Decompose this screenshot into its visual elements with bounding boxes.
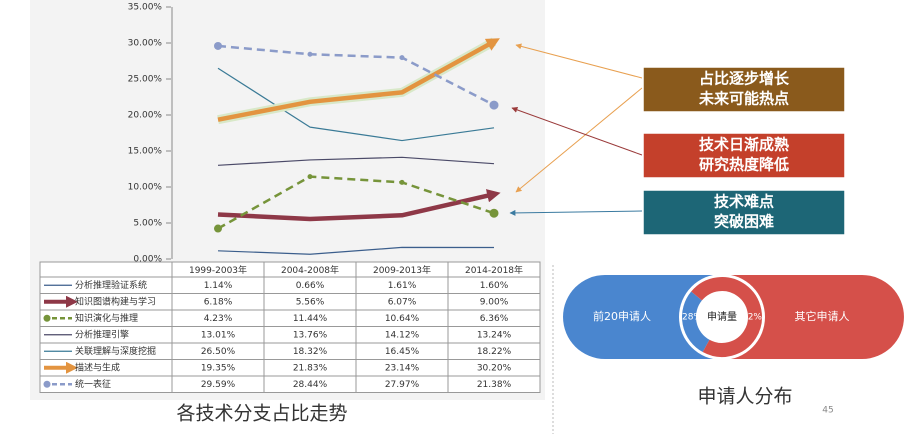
point [214, 224, 222, 233]
table-cell: 21.83% [293, 363, 328, 373]
y-tick-label: 0.00% [133, 255, 162, 265]
point [489, 100, 499, 110]
legend-label: 知识图谱构建与学习 [75, 295, 156, 307]
legend-label: 分析推理引擎 [75, 328, 129, 340]
table-cell: 1.61% [388, 281, 417, 291]
table-cell: 30.20% [477, 363, 512, 373]
table-cell: 6.07% [388, 297, 417, 307]
annotation-box [642, 132, 846, 179]
table-cell: 27.97% [385, 380, 420, 390]
page-number: 45 [822, 406, 833, 416]
x-tick-label: 2004-2008年 [281, 264, 339, 276]
annotation-arrows [509, 43, 643, 216]
table-cell: 5.56% [296, 297, 325, 307]
annotation-box [642, 66, 846, 113]
series-line [217, 189, 501, 222]
table-cell: 13.24% [477, 330, 512, 340]
table-cell: 1.60% [480, 281, 509, 291]
series-line [217, 175, 495, 230]
series-line [217, 38, 500, 122]
table-cell: 1.14% [204, 281, 233, 291]
donut-slice [691, 277, 762, 357]
capsule-right [722, 275, 904, 359]
annotation-text: 研究热度降低 [699, 156, 789, 174]
table-cell: 23.14% [385, 363, 420, 373]
series-line [217, 44, 495, 107]
table-cell: 16.45% [385, 347, 420, 357]
legend-label: 知识演化与推理 [75, 312, 138, 324]
x-tick-label: 2014-2018年 [465, 264, 523, 276]
table-body [39, 261, 541, 393]
table-cell: 28.44% [293, 380, 328, 390]
legend-label: 统一表征 [75, 378, 111, 390]
table-cell: 29.59% [201, 380, 236, 390]
y-tick-label: 5.00% [133, 219, 162, 229]
table-cell: 13.01% [201, 330, 236, 340]
value-label: 72% [742, 313, 762, 323]
annotation-text: 技术日渐成熟 [699, 136, 789, 154]
series-line [217, 156, 495, 166]
annotation-box [642, 189, 846, 236]
legend-label: 关联理解与深度挖掘 [75, 345, 156, 357]
center-label: 申请量 [707, 310, 737, 323]
table-cell: 4.23% [204, 314, 233, 324]
annotation-text: 突破困难 [714, 213, 774, 231]
point [307, 51, 313, 57]
point [399, 55, 405, 61]
table-cell: 6.36% [480, 314, 509, 324]
legend-marker [43, 314, 51, 322]
y-tick-label: 10.00% [128, 183, 163, 193]
table-cell: 6.18% [204, 297, 233, 307]
table-cell: 11.44% [293, 314, 328, 324]
table-cell: 9.00% [480, 297, 509, 307]
point [399, 179, 405, 185]
legend-label: 分析推理验证系统 [75, 279, 147, 291]
annotation-text: 未来可能热点 [698, 90, 789, 108]
y-tick-label: 15.00% [128, 147, 163, 157]
legend-label: 描述与生成 [75, 361, 120, 373]
capsule-left [563, 275, 722, 359]
value-label: 28% [682, 313, 702, 323]
y-tick-label: 30.00% [128, 39, 163, 49]
table-cell: 26.50% [201, 347, 236, 357]
table-cell: 0.66% [296, 281, 325, 291]
table-cell: 18.32% [293, 347, 328, 357]
table-cell: 14.12% [385, 330, 420, 340]
annotation-text: 占比逐步增长 [699, 70, 790, 88]
annotation-text: 技术难点 [714, 193, 774, 211]
point [307, 174, 313, 180]
y-tick-label: 25.00% [128, 75, 163, 85]
table-cell: 13.76% [293, 330, 328, 340]
series-line [217, 246, 495, 255]
table-cell: 10.64% [385, 314, 420, 324]
legend-marker [43, 380, 51, 388]
series-line [217, 67, 495, 142]
table-cell: 21.38% [477, 380, 512, 390]
donut-slice [682, 291, 710, 353]
table-cell: 19.35% [201, 363, 236, 373]
chart-title: 申请人分布 [697, 386, 792, 408]
table-cell: 18.22% [477, 347, 512, 357]
category-label: 前20申请人 [593, 309, 651, 323]
y-tick-label: 20.00% [128, 111, 163, 121]
x-tick-label: 1999-2003年 [189, 264, 247, 276]
x-tick-label: 2009-2013年 [373, 264, 431, 276]
point [489, 208, 499, 218]
point [214, 41, 222, 50]
data-table: 1999-2003年 2004-2008年 2009-2013年 2014-2018年… [39, 261, 541, 393]
chart-title: 各技术分支占比走势 [176, 403, 347, 425]
category-label: 其它申请人 [795, 309, 850, 323]
y-tick-label: 35.00% [128, 3, 163, 13]
